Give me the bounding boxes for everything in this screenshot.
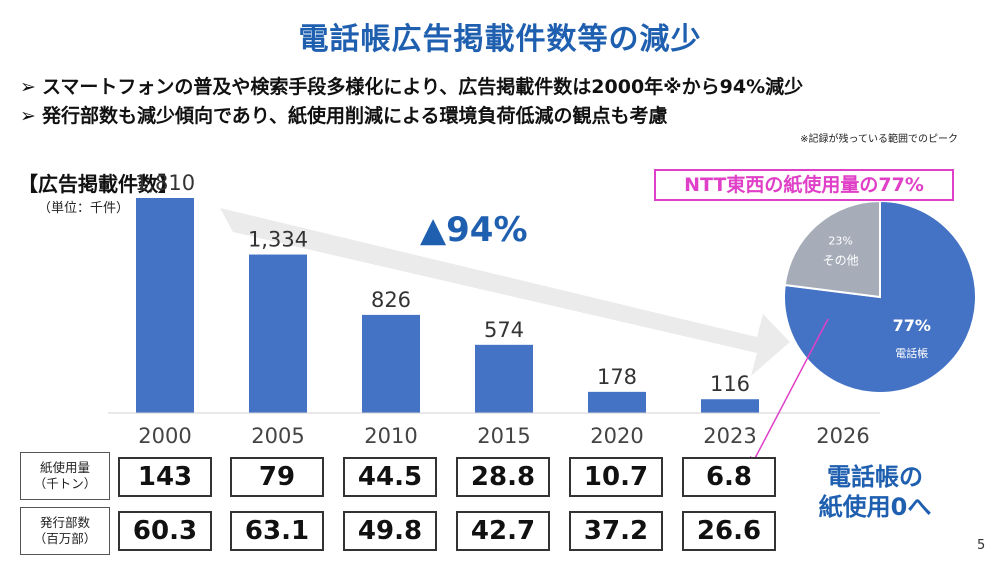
row-label-line: 発行部数 xyxy=(39,515,90,530)
pie-slice-label: 電話帳 xyxy=(895,346,928,360)
bar-2005 xyxy=(249,254,307,413)
pie-title: NTT東西の紙使用量の77% xyxy=(654,169,954,201)
table-cell: 44.5 xyxy=(343,457,437,497)
table-cell: 28.8 xyxy=(456,457,550,497)
x-tick-label: 2023 xyxy=(703,424,756,448)
table-cell: 42.7 xyxy=(456,511,550,551)
x-tick-label: 2015 xyxy=(477,424,530,448)
row-label-copies: 発行部数 （百万部） xyxy=(20,507,110,555)
footnote: ※記録が残っている範囲でのピーク xyxy=(800,134,958,145)
table-cell: 49.8 xyxy=(343,511,437,551)
bullet-arrow-icon: ➢ xyxy=(20,76,36,98)
bar-2023 xyxy=(701,399,759,413)
pie-slice-other xyxy=(783,199,881,299)
bullet-text: 発行部数も減少傾向であり、紙使用削減による環境負荷低減の観点も考慮 xyxy=(42,105,668,127)
pointer-line xyxy=(752,318,829,463)
unit-label: （単位：千件） xyxy=(38,201,130,216)
chart-title: 【広告掲載件数】 xyxy=(18,172,178,196)
target-message: 電話帳の 紙使用0へ xyxy=(790,462,960,522)
trend-arrow xyxy=(220,208,790,376)
x-tick-label: 2005 xyxy=(251,424,304,448)
table-cell: 79 xyxy=(230,457,324,497)
bar-2010 xyxy=(362,314,420,413)
table-cell: 26.6 xyxy=(682,511,776,551)
x-tick-label: 2026 xyxy=(816,424,869,448)
table-cell: 60.3 xyxy=(118,511,212,551)
bar-series: 1,810 2000 1,334 2005 826 2010 574 2015 178 2020 1… xyxy=(135,171,870,448)
table-cell: 143 xyxy=(118,457,212,497)
bullet-1: ➢ スマートフォンの普及や検索手段多様化により、広告掲載件数は2000年※から94… xyxy=(20,72,803,99)
row-label-line: 紙使用量 xyxy=(39,460,90,475)
bar-value-label: 574 xyxy=(484,318,524,342)
table-cell: 10.7 xyxy=(569,457,663,497)
pie-slice-percent: 23% xyxy=(828,234,852,247)
bar-value-label: 1,810 xyxy=(135,171,195,195)
bar-value-label: 178 xyxy=(597,365,637,389)
target-line: 電話帳の xyxy=(827,463,923,491)
bullet-text: スマートフォンの普及や検索手段多様化により、広告掲載件数は2000年※から94%… xyxy=(42,76,804,98)
bar-value-label: 826 xyxy=(371,288,411,312)
page-number: 5 xyxy=(977,538,986,553)
row-label-unit: （百万部） xyxy=(33,531,97,546)
table-cell: 6.8 xyxy=(682,457,776,497)
x-tick-label: 2000 xyxy=(138,424,191,448)
change-label: ▲94% xyxy=(420,210,528,250)
table-cell: 37.2 xyxy=(569,511,663,551)
x-tick-label: 2010 xyxy=(364,424,417,448)
bullet-2: ➢ 発行部数も減少傾向であり、紙使用削減による環境負荷低減の観点も考慮 xyxy=(20,101,667,128)
bar-value-label: 116 xyxy=(710,372,750,396)
row-label-paper: 紙使用量 （千トン） xyxy=(20,452,110,500)
page-title: 電話帳広告掲載件数等の減少 xyxy=(298,22,702,57)
row-label-unit: （千トン） xyxy=(33,476,97,491)
pie-chart: 77% 電話帳 23% その他 xyxy=(783,199,977,394)
pie-slice-label: その他 xyxy=(823,253,859,267)
bar-2015 xyxy=(475,344,533,413)
bar-2020 xyxy=(588,391,646,413)
table-cell: 63.1 xyxy=(230,511,324,551)
x-tick-label: 2020 xyxy=(590,424,643,448)
bullet-arrow-icon: ➢ xyxy=(20,105,36,127)
pie-slice-percent: 77% xyxy=(893,316,931,335)
bar-2000 xyxy=(136,198,194,413)
bar-value-label: 1,334 xyxy=(248,228,308,252)
target-line: 紙使用0へ xyxy=(818,493,932,521)
